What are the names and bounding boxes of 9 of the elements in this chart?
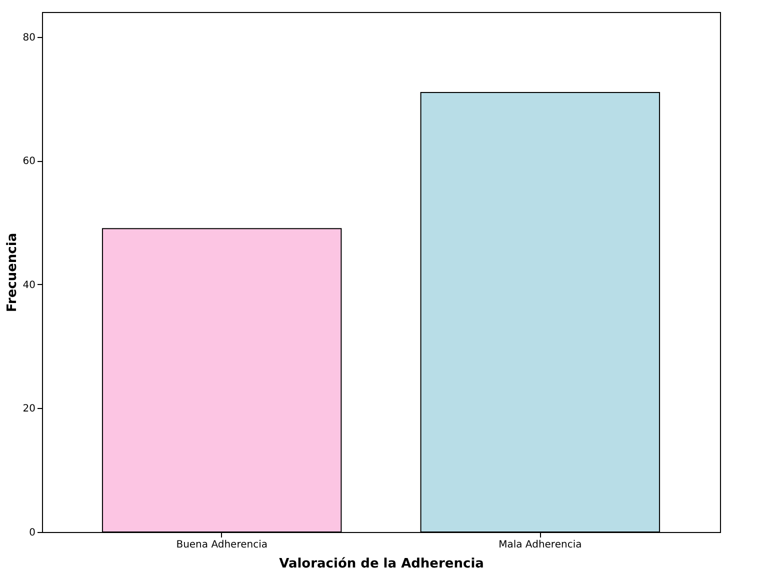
y-tick-label: 0: [29, 528, 36, 538]
y-tick-label: 40: [22, 280, 36, 291]
y-tick-label: 60: [22, 156, 36, 168]
y-axis-title: Frecuencia: [4, 232, 20, 312]
x-axis-title: Valoración de la Adherencia: [279, 556, 484, 572]
x-tick-label: Buena Adherencia: [176, 540, 268, 550]
x-tick-label: Mala Adherencia: [498, 540, 582, 550]
y-tick-label: 80: [22, 32, 36, 44]
y-tick-label: 20: [22, 404, 36, 415]
